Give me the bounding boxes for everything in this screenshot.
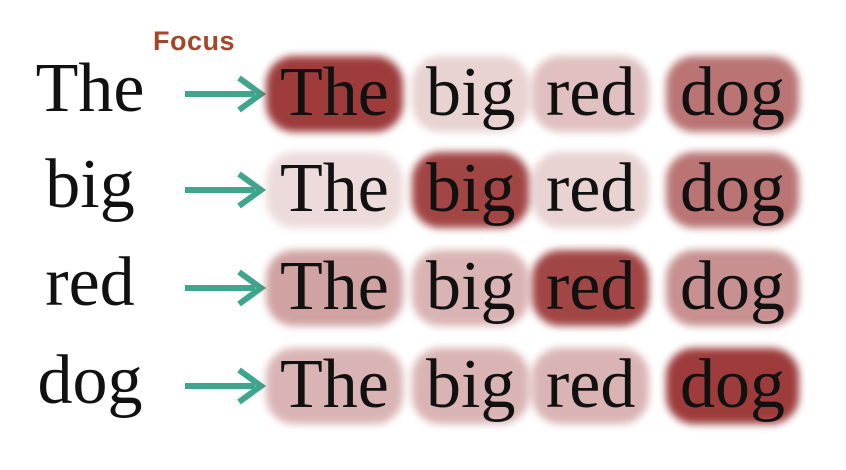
attention-weight-blob (412, 250, 530, 326)
attention-token-big: big (412, 342, 530, 428)
arrow-icon (185, 269, 267, 307)
arrow-icon (185, 171, 267, 209)
token-text: red (546, 248, 636, 325)
attention-row-big: The big red dog (266, 146, 840, 232)
query-word-The: The (35, 50, 145, 127)
arrow-head (237, 171, 267, 209)
token-text: The (280, 150, 389, 227)
query-word-big: big (45, 146, 135, 223)
token-text: dog (680, 346, 785, 423)
attention-weight-blob (412, 56, 530, 132)
token-text: big (426, 346, 516, 423)
attention-weight-blob (412, 152, 530, 228)
attention-token-big: big (412, 146, 530, 232)
attention-token-dog: dog (666, 146, 799, 232)
attention-row-The: The big red dog (266, 50, 840, 136)
attention-weight-blob (666, 348, 799, 424)
token-text: big (426, 248, 516, 325)
token-text: red (546, 346, 636, 423)
arrow-icon (185, 75, 267, 113)
token-text: The (280, 346, 389, 423)
token-text: big (426, 54, 516, 131)
attention-token-red: red (532, 146, 650, 232)
focus-label: Focus (153, 26, 236, 56)
token-text: dog (680, 150, 785, 227)
arrow-icon (185, 367, 267, 405)
token-text: The (280, 54, 389, 131)
token-text: dog (680, 54, 785, 131)
attention-token-dog: dog (666, 50, 799, 136)
arrow-head (237, 269, 267, 307)
token-text: red (546, 54, 636, 131)
attention-weight-blob (666, 56, 799, 132)
attention-token-red: red (532, 244, 650, 330)
attention-token-red: red (532, 50, 650, 136)
attention-token-The: The (266, 50, 403, 136)
attention-weight-blob (412, 348, 530, 424)
attention-weight-blob (532, 152, 650, 228)
attention-weight-blob (266, 348, 403, 424)
token-text: red (546, 150, 636, 227)
attention-weight-blob (266, 56, 403, 132)
arrow-head (237, 75, 267, 113)
token-text: dog (680, 248, 785, 325)
attention-weight-blob (266, 152, 403, 228)
arrow-head (237, 367, 267, 405)
attention-token-big: big (412, 50, 530, 136)
attention-token-red: red (532, 342, 650, 428)
attention-row-red: The big red dog (266, 244, 840, 330)
attention-row-dog: The big red dog (266, 342, 840, 428)
attention-weight-blob (266, 250, 403, 326)
attention-token-The: The (266, 244, 403, 330)
token-text: The (280, 248, 389, 325)
query-word-dog: dog (37, 342, 143, 419)
query-word-red: red (45, 244, 135, 321)
attention-weight-blob (532, 348, 650, 424)
token-text: big (426, 150, 516, 227)
attention-weight-blob (532, 250, 650, 326)
attention-weight-blob (532, 56, 650, 132)
attention-token-big: big (412, 244, 530, 330)
attention-token-The: The (266, 146, 403, 232)
attention-token-dog: dog (666, 244, 799, 330)
attention-token-dog: dog (666, 342, 799, 428)
attention-weight-blob (666, 152, 799, 228)
attention-weight-blob (666, 250, 799, 326)
attention-token-The: The (266, 342, 403, 428)
